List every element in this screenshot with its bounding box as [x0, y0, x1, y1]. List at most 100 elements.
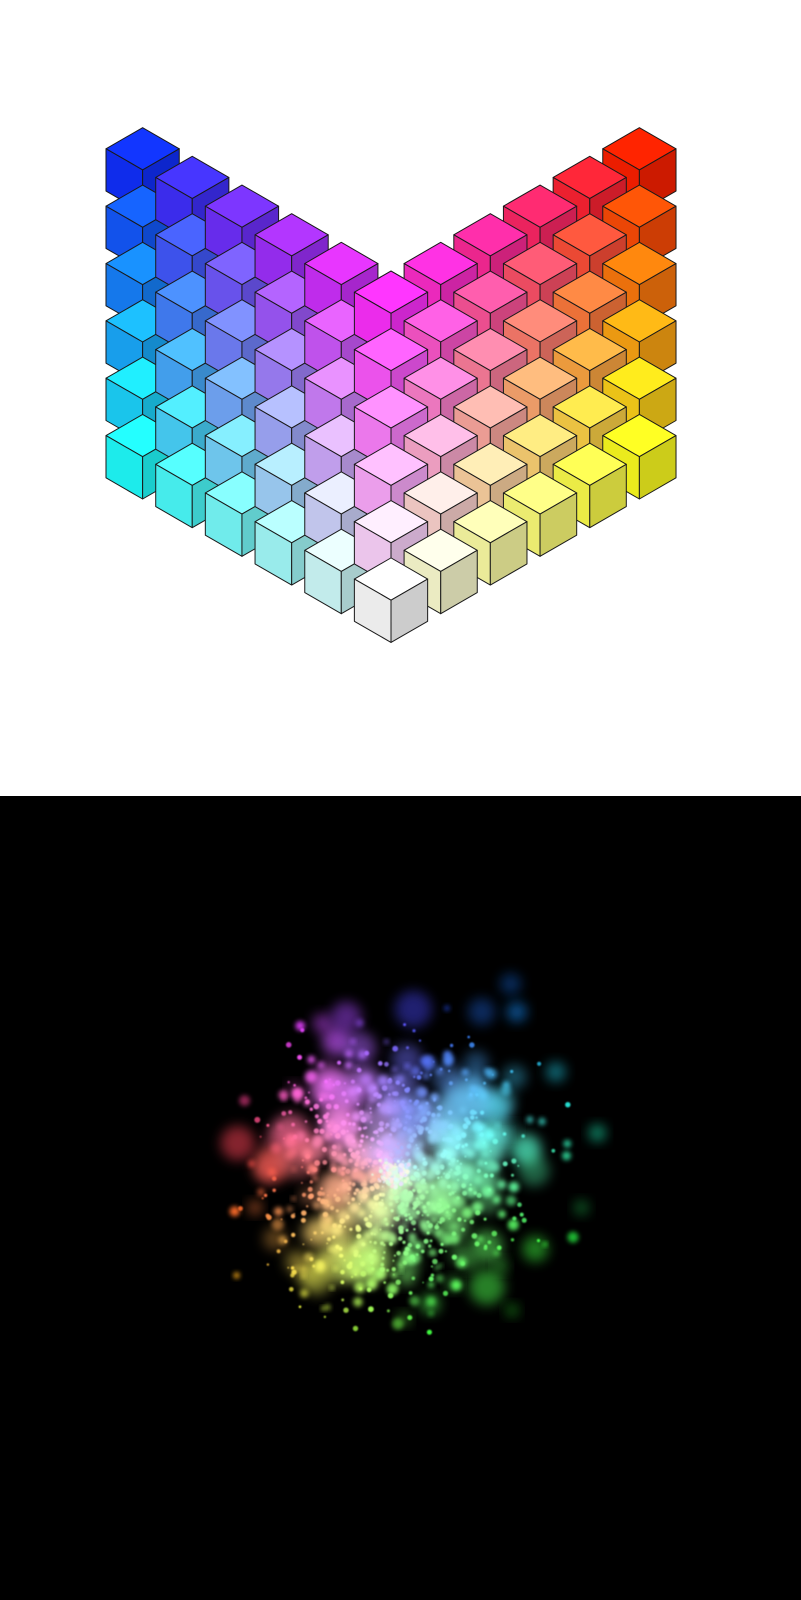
particle: [398, 1215, 400, 1218]
particle: [327, 1194, 329, 1197]
particle: [416, 1075, 422, 1080]
particle: [383, 1229, 392, 1239]
particle: [292, 1134, 298, 1140]
particle: [356, 1237, 367, 1248]
particle: [335, 1244, 340, 1250]
particle: [347, 1201, 351, 1205]
particle: [313, 1231, 317, 1235]
particle: [489, 1173, 494, 1178]
particle: [314, 1114, 319, 1119]
particle: [372, 1086, 376, 1090]
particle: [405, 1165, 409, 1170]
particle: [428, 1276, 434, 1282]
particle: [335, 1209, 339, 1213]
particle: [293, 1089, 301, 1097]
particle: [487, 1240, 492, 1245]
particle: [378, 1158, 383, 1163]
particle: [491, 1230, 498, 1237]
particle: [417, 1141, 424, 1148]
particle: [364, 1158, 369, 1163]
particle: [415, 1253, 419, 1256]
particle: [430, 1216, 437, 1223]
particle: [423, 1238, 429, 1244]
particle: [440, 1176, 443, 1179]
particle: [502, 1132, 507, 1136]
particle: [381, 1185, 384, 1188]
particle: [349, 1227, 353, 1231]
particle: [283, 1239, 288, 1244]
particle: [429, 1239, 433, 1243]
particle: [510, 1238, 515, 1242]
particle: [285, 1042, 292, 1048]
particle: [500, 1085, 511, 1096]
particle: [398, 1181, 404, 1186]
particle: [420, 1179, 425, 1185]
particle: [320, 1187, 324, 1190]
particle: [327, 1124, 332, 1128]
particle: [428, 1130, 431, 1134]
particle: [384, 1039, 389, 1045]
particle: [450, 1157, 456, 1163]
particle: [342, 1153, 347, 1157]
particle: [365, 1187, 370, 1192]
particle: [521, 1134, 525, 1138]
particle: [266, 1214, 272, 1221]
particle: [502, 1161, 508, 1167]
particle: [345, 1112, 350, 1117]
particle: [448, 1233, 460, 1245]
particle: [338, 1246, 343, 1251]
particle: [380, 1165, 382, 1167]
particle: [536, 1239, 541, 1243]
particle: [537, 1061, 542, 1066]
particle: [379, 1266, 386, 1273]
particle: [298, 1305, 302, 1309]
particle: [488, 1133, 491, 1137]
particle: [393, 1273, 395, 1276]
particle: [369, 1185, 376, 1192]
particle: [486, 1070, 493, 1076]
particle: [399, 1130, 406, 1137]
particle: [463, 1219, 467, 1222]
particle: [287, 1266, 290, 1269]
particle: [305, 1099, 310, 1105]
particle: [426, 1231, 430, 1235]
particle: [320, 1231, 324, 1235]
particle: [360, 1116, 367, 1123]
particle: [369, 1111, 372, 1114]
particle: [359, 1287, 363, 1291]
particle: [340, 1280, 345, 1285]
particle: [386, 1096, 391, 1100]
particle: [387, 1084, 394, 1091]
particle: [445, 1137, 450, 1142]
particle: [409, 1254, 416, 1260]
particle: [353, 1297, 363, 1307]
particle: [325, 1103, 332, 1110]
particle: [402, 1260, 408, 1265]
particle: [297, 1054, 303, 1060]
particle: [466, 1141, 473, 1148]
particle: [473, 1191, 478, 1195]
particle: [500, 973, 522, 995]
particle: [394, 1164, 396, 1167]
particle: [351, 1182, 356, 1187]
particle: [432, 1061, 435, 1063]
particle: [322, 1211, 329, 1218]
particle: [348, 1261, 353, 1266]
particle: [340, 1120, 347, 1126]
particle: [400, 1146, 404, 1150]
particle: [402, 1190, 408, 1195]
particle: [392, 1127, 397, 1132]
particle: [420, 1090, 427, 1096]
particle: [507, 1219, 519, 1231]
particle: [479, 1132, 485, 1138]
particle: [437, 1121, 446, 1129]
particle: [370, 1232, 374, 1236]
particle: [442, 1137, 447, 1142]
particle: [421, 1170, 427, 1176]
particle: [431, 1187, 438, 1195]
particle: [451, 1223, 457, 1230]
particle: [439, 1216, 446, 1223]
particle: [412, 1201, 417, 1206]
particle: [426, 1296, 436, 1306]
particle: [487, 1188, 492, 1192]
